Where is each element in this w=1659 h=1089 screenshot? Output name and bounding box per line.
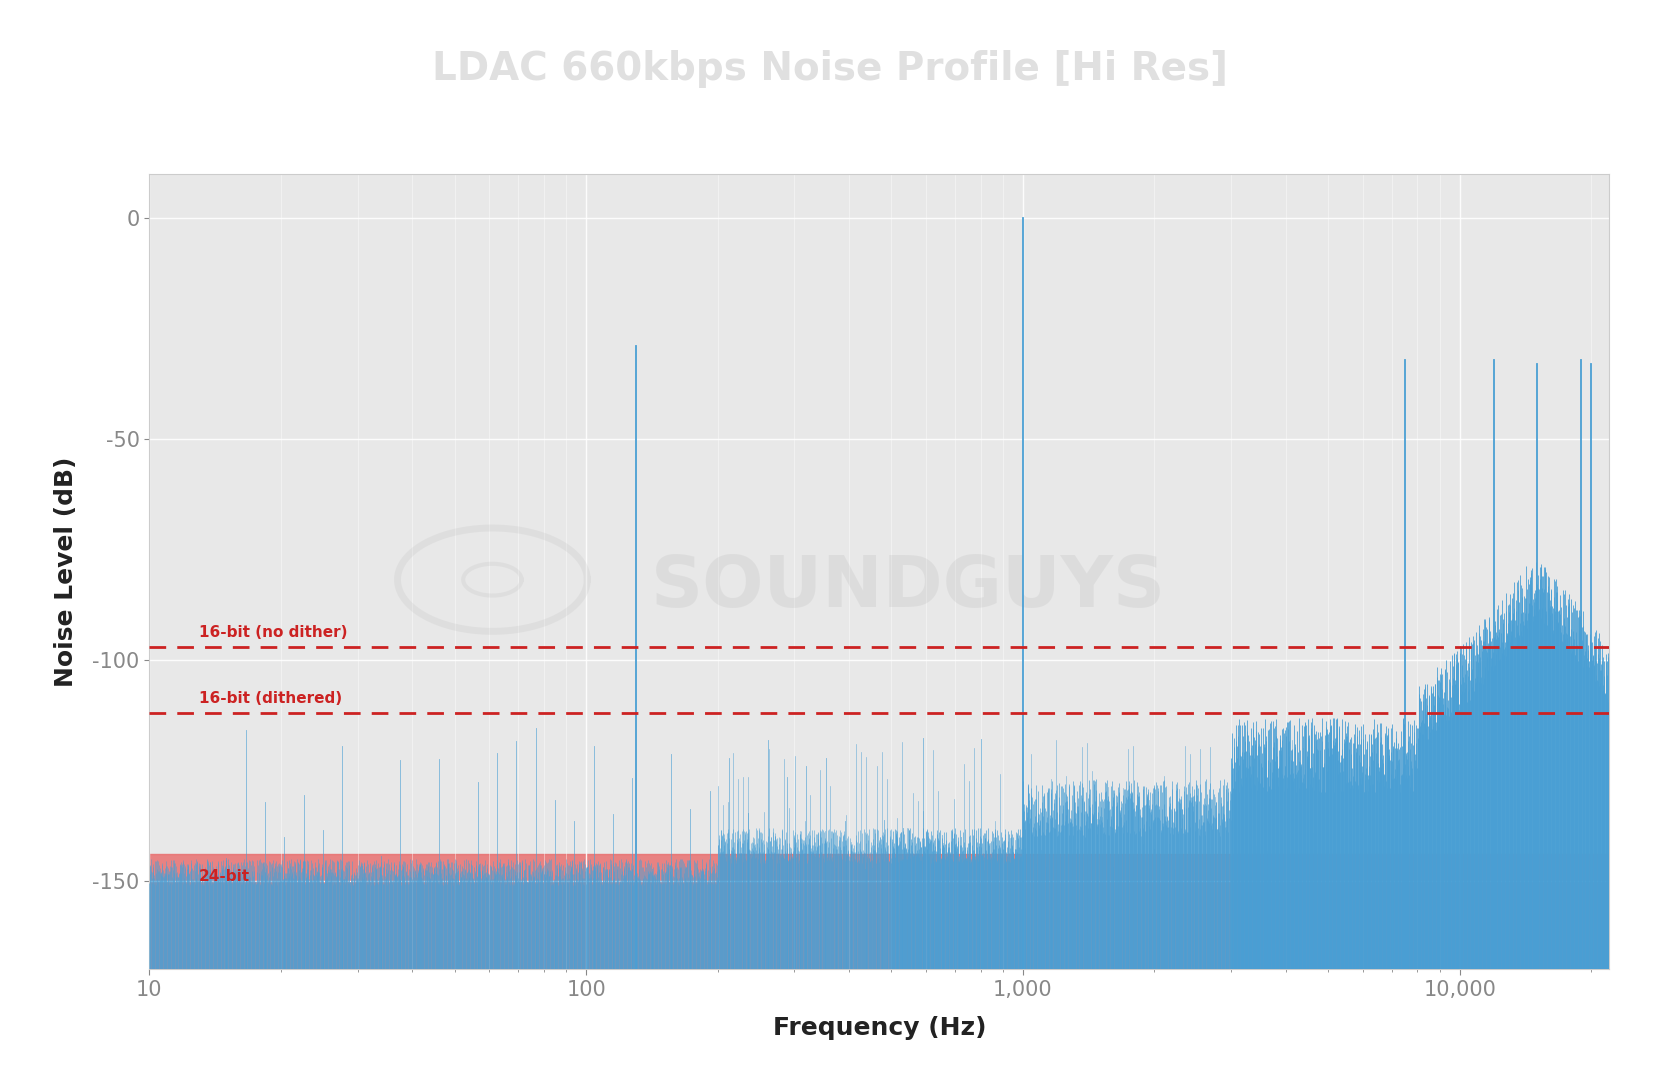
Y-axis label: Noise Level (dB): Noise Level (dB) (55, 456, 78, 687)
Text: 16-bit (dithered): 16-bit (dithered) (199, 692, 342, 707)
Text: 24-bit: 24-bit (199, 869, 251, 884)
X-axis label: Frequency (Hz): Frequency (Hz) (773, 1016, 985, 1040)
Bar (149, 855, 1609, 969)
Text: SOUNDGUYS: SOUNDGUYS (650, 553, 1166, 622)
Text: LDAC 660kbps Noise Profile [Hi Res]: LDAC 660kbps Noise Profile [Hi Res] (431, 50, 1228, 88)
Text: 16-bit (no dither): 16-bit (no dither) (199, 625, 348, 640)
